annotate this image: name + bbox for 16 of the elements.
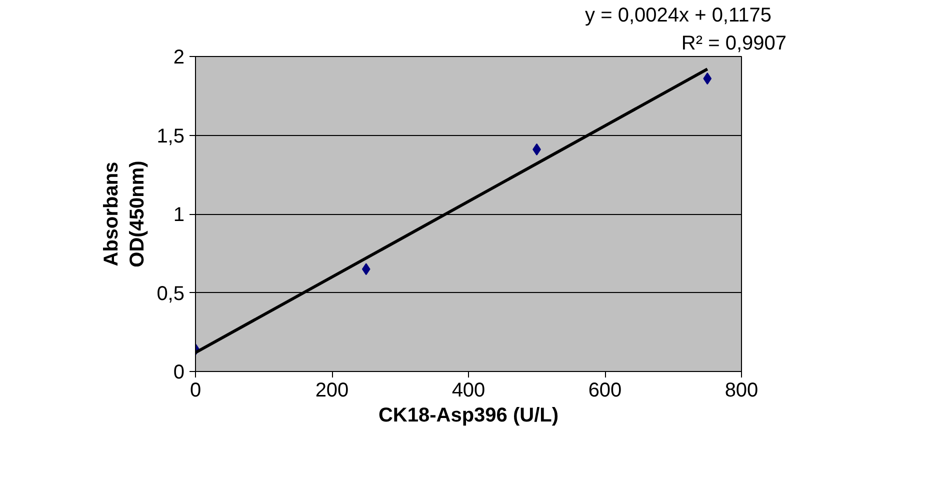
point <box>703 72 712 85</box>
x-tick-label: 0 <box>190 380 202 402</box>
y-tick-label: 1,5 <box>156 125 185 148</box>
y-tick-label: 1 <box>173 204 184 226</box>
text: y = 0,0024x + 0,1175 <box>585 4 772 26</box>
y-axis-title: Absorbans OD(450nm) <box>100 160 149 268</box>
x-tick-label: 200 <box>315 380 349 402</box>
x-tick-label: 800 <box>724 380 758 402</box>
point <box>362 263 370 276</box>
y-tick-label: 0 <box>173 362 184 384</box>
x-axis-title: CK18-Asp396 (U/L) <box>378 404 559 426</box>
x-tick-label: 400 <box>452 380 486 402</box>
x-tick-label: 600 <box>588 380 622 402</box>
text: R² = 0,9907 <box>681 32 787 54</box>
y-tick-label: 0,5 <box>156 282 185 305</box>
y-tick-label: 2 <box>173 46 184 68</box>
